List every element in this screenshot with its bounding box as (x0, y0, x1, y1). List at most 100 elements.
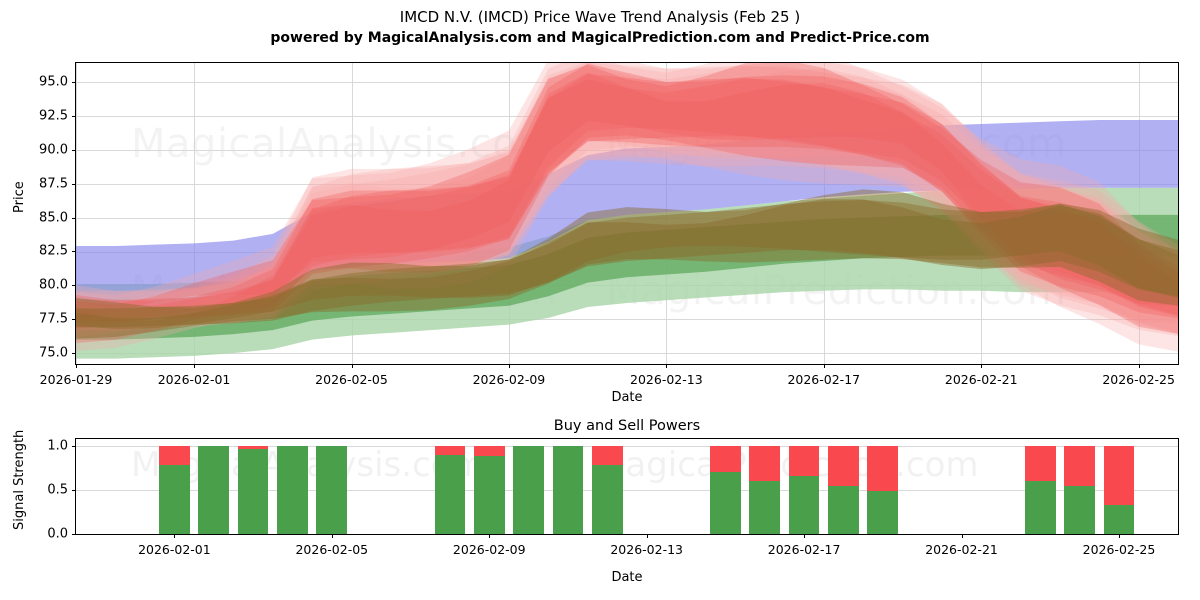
buy-power-segment (788, 475, 820, 534)
buy-power-segment (1024, 481, 1056, 534)
y-axis-tick-label: 90.0 (39, 142, 68, 158)
x-axis-tick-label: 2026-02-09 (472, 372, 546, 387)
y-axis-tick-label: 77.5 (39, 311, 68, 327)
power-bar (867, 446, 899, 534)
gridline-horizontal (76, 490, 1178, 491)
wave-band (76, 78, 1178, 329)
sell-power-segment (159, 446, 190, 466)
y-axis-tick-label: 80.0 (39, 277, 68, 293)
sell-power-segment (1024, 446, 1056, 482)
sell-power-segment (1103, 446, 1135, 505)
sell-power-segment (237, 446, 269, 449)
y-axis-tick-label: 85.0 (39, 210, 68, 226)
x-axis-tick-label: 2026-02-05 (315, 372, 388, 387)
title-block: IMCD N.V. (IMCD) Price Wave Trend Analys… (0, 6, 1200, 48)
buy-power-segment (513, 446, 544, 534)
x-axis-tick-mark (823, 364, 825, 368)
sell-power-segment (749, 446, 781, 482)
y-axis-tick-mark (72, 217, 76, 219)
buy-power-segment (434, 454, 466, 534)
y-axis-tick-label: 92.5 (39, 108, 68, 124)
power-bar (473, 446, 505, 534)
buy-power-segment (198, 446, 230, 534)
x-axis-tick-label: 2026-02-01 (157, 372, 231, 387)
y-axis-tick-mark (72, 353, 76, 355)
gridline-horizontal (76, 82, 1178, 83)
power-bar (710, 446, 741, 534)
gridline-horizontal (76, 319, 1178, 321)
power-bar (513, 446, 544, 534)
power-bar (159, 446, 190, 534)
price-chart-y-axis-label: Price (12, 181, 27, 213)
buy-power-segment (473, 455, 505, 534)
x-axis-tick-mark (1118, 534, 1120, 538)
price-chart-plot-area: MagicalAnalysis.comMagicalPrediction.com… (75, 62, 1179, 365)
x-axis-tick-label: 2026-02-01 (138, 542, 211, 557)
buy-power-segment (710, 471, 741, 534)
x-axis-tick-mark (194, 364, 196, 368)
power-bar (749, 446, 781, 534)
x-axis-tick-label: 2026-02-21 (944, 372, 1018, 387)
x-axis-tick-label: 2026-02-13 (610, 542, 683, 557)
wave-band (76, 72, 1178, 343)
x-axis-tick-label: 2026-02-17 (787, 372, 861, 387)
y-axis-tick-label: 0.0 (47, 526, 68, 542)
wave-band (76, 73, 1178, 321)
power-bar (552, 446, 584, 534)
wave-band (76, 63, 1178, 333)
power-chart-x-axis-label: Date (611, 570, 643, 585)
page-subtitle: powered by MagicalAnalysis.com and Magic… (270, 30, 930, 46)
sell-power-segment (867, 446, 899, 491)
x-axis-tick-label: 2026-02-09 (452, 542, 526, 557)
wave-band (76, 199, 1178, 339)
sell-power-segment (434, 446, 466, 455)
gridline-horizontal (76, 115, 1178, 117)
buy-power-segment (1064, 485, 1095, 534)
y-axis-tick-mark (72, 285, 76, 287)
price-chart-x-axis-label: Date (611, 390, 643, 405)
x-axis-tick-mark (666, 364, 668, 368)
x-axis-tick-label: 2026-02-25 (1102, 372, 1175, 387)
power-chart-plot-area: MagicalAnalysis.com MagicalPrediction.com (75, 438, 1179, 535)
watermark-text: MagicalPrediction.com (596, 445, 979, 485)
buy-power-segment (552, 446, 584, 534)
x-axis-tick-label: 2026-02-21 (925, 542, 998, 557)
y-axis-tick-mark (72, 115, 76, 117)
power-bar (1024, 446, 1056, 534)
power-bar (237, 446, 269, 534)
wave-band (76, 214, 1178, 340)
buy-power-segment (237, 448, 269, 534)
x-axis-tick-mark (646, 534, 648, 538)
buy-power-segment (316, 446, 348, 534)
power-bar (198, 446, 230, 534)
x-axis-tick-mark (508, 364, 510, 368)
y-axis-tick-mark (72, 534, 76, 535)
y-axis-tick-mark (72, 251, 76, 253)
x-axis-tick-mark (331, 534, 333, 538)
wave-band (76, 63, 1178, 323)
power-bar (316, 446, 348, 534)
sell-power-segment (473, 446, 505, 456)
x-axis-tick-mark (174, 534, 176, 538)
y-axis-tick-label: 95.0 (39, 74, 68, 90)
y-axis-tick-label: 0.5 (47, 482, 68, 498)
power-bar (434, 446, 466, 534)
buy-power-segment (828, 485, 859, 534)
x-axis-tick-label: 2026-01-29 (39, 372, 113, 387)
sell-power-segment (828, 446, 859, 486)
y-axis-tick-mark (72, 319, 76, 321)
sell-power-segment (591, 446, 623, 466)
wave-band (76, 63, 1178, 329)
buy-power-segment (1103, 504, 1135, 534)
wave-band (76, 189, 1178, 329)
sell-power-segment (788, 446, 820, 476)
gridline-horizontal (76, 353, 1178, 355)
wave-band (76, 63, 1178, 352)
price-wave-bands (76, 63, 1178, 359)
wave-band (76, 119, 1178, 310)
buy-power-segment (591, 465, 623, 534)
x-axis-tick-label: 2026-02-25 (1082, 542, 1156, 557)
gridline-vertical (76, 63, 77, 364)
x-axis-tick-label: 2026-02-05 (295, 542, 369, 557)
